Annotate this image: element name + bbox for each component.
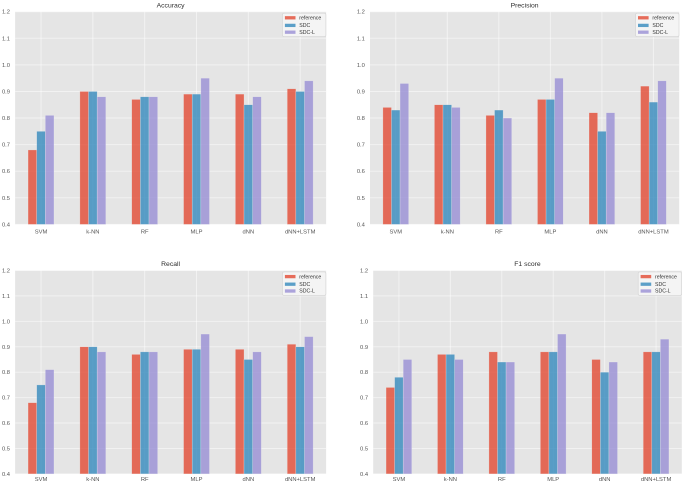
svg-text:dNN+LSTM: dNN+LSTM bbox=[285, 230, 316, 236]
svg-text:Precision: Precision bbox=[511, 2, 539, 9]
svg-text:1.0: 1.0 bbox=[357, 63, 365, 69]
svg-text:1.0: 1.0 bbox=[360, 319, 368, 325]
svg-text:0.6: 0.6 bbox=[2, 169, 10, 175]
svg-text:0.9: 0.9 bbox=[357, 89, 365, 95]
svg-text:SVM: SVM bbox=[393, 477, 406, 483]
svg-text:0.6: 0.6 bbox=[360, 421, 368, 427]
svg-text:k-NN: k-NN bbox=[441, 230, 454, 236]
svg-text:SVM: SVM bbox=[389, 230, 402, 236]
svg-text:SVM: SVM bbox=[35, 230, 48, 236]
svg-text:reference: reference bbox=[299, 16, 321, 22]
svg-text:0.4: 0.4 bbox=[357, 222, 366, 228]
svg-text:MLP: MLP bbox=[191, 230, 203, 236]
svg-text:0.6: 0.6 bbox=[357, 169, 365, 175]
svg-text:dNN+LSTM: dNN+LSTM bbox=[641, 477, 672, 483]
svg-text:0.9: 0.9 bbox=[360, 345, 368, 351]
svg-text:MLP: MLP bbox=[544, 230, 556, 236]
svg-text:0.8: 0.8 bbox=[2, 370, 10, 376]
svg-text:dNN: dNN bbox=[243, 230, 255, 236]
svg-text:RF: RF bbox=[141, 477, 149, 483]
svg-text:0.5: 0.5 bbox=[360, 446, 368, 452]
svg-text:1.1: 1.1 bbox=[357, 36, 365, 42]
svg-text:Recall: Recall bbox=[161, 261, 180, 268]
svg-text:SDC-L: SDC-L bbox=[655, 289, 671, 295]
svg-text:0.5: 0.5 bbox=[2, 196, 10, 202]
svg-text:0.9: 0.9 bbox=[2, 345, 10, 351]
svg-text:1.0: 1.0 bbox=[2, 319, 10, 325]
svg-text:dNN: dNN bbox=[243, 477, 255, 483]
svg-text:reference: reference bbox=[652, 16, 674, 22]
svg-text:0.6: 0.6 bbox=[2, 421, 10, 427]
svg-text:F1 score: F1 score bbox=[514, 261, 541, 268]
svg-text:1.1: 1.1 bbox=[2, 294, 10, 300]
svg-text:SVM: SVM bbox=[35, 477, 48, 483]
svg-text:reference: reference bbox=[655, 274, 677, 280]
svg-text:reference: reference bbox=[299, 274, 321, 280]
svg-text:0.4: 0.4 bbox=[360, 472, 369, 478]
svg-text:1.1: 1.1 bbox=[360, 294, 368, 300]
svg-text:0.8: 0.8 bbox=[357, 116, 365, 122]
svg-text:dNN+LSTM: dNN+LSTM bbox=[638, 230, 669, 236]
svg-text:MLP: MLP bbox=[547, 477, 559, 483]
svg-text:0.9: 0.9 bbox=[2, 89, 10, 95]
svg-text:MLP: MLP bbox=[191, 477, 203, 483]
svg-text:RF: RF bbox=[141, 230, 149, 236]
svg-text:1.2: 1.2 bbox=[357, 10, 365, 16]
svg-text:SDC-L: SDC-L bbox=[299, 289, 315, 295]
svg-text:SDC: SDC bbox=[299, 23, 310, 29]
svg-text:k-NN: k-NN bbox=[444, 477, 457, 483]
svg-text:1.1: 1.1 bbox=[2, 36, 10, 42]
svg-text:dNN: dNN bbox=[599, 477, 611, 483]
svg-text:0.7: 0.7 bbox=[360, 396, 368, 402]
svg-text:0.7: 0.7 bbox=[2, 396, 10, 402]
svg-text:1.0: 1.0 bbox=[2, 63, 10, 69]
svg-text:dNN+LSTM: dNN+LSTM bbox=[285, 477, 316, 483]
svg-text:0.5: 0.5 bbox=[2, 446, 10, 452]
svg-text:0.8: 0.8 bbox=[360, 370, 368, 376]
svg-text:1.2: 1.2 bbox=[360, 269, 368, 275]
svg-text:RF: RF bbox=[498, 477, 506, 483]
svg-text:0.5: 0.5 bbox=[357, 196, 365, 202]
svg-text:k-NN: k-NN bbox=[86, 230, 99, 236]
svg-text:RF: RF bbox=[495, 230, 503, 236]
svg-text:SDC-L: SDC-L bbox=[299, 30, 315, 36]
svg-text:k-NN: k-NN bbox=[86, 477, 99, 483]
svg-text:0.4: 0.4 bbox=[2, 472, 11, 478]
svg-text:SDC-L: SDC-L bbox=[652, 30, 668, 36]
svg-text:0.4: 0.4 bbox=[2, 222, 11, 228]
svg-text:SDC: SDC bbox=[652, 23, 663, 29]
svg-text:Accuracy: Accuracy bbox=[157, 2, 186, 9]
svg-text:1.2: 1.2 bbox=[2, 10, 10, 16]
svg-text:1.2: 1.2 bbox=[2, 269, 10, 275]
svg-text:dNN: dNN bbox=[596, 230, 608, 236]
svg-text:SDC: SDC bbox=[299, 282, 310, 288]
svg-text:SDC: SDC bbox=[655, 282, 666, 288]
svg-text:0.7: 0.7 bbox=[357, 143, 365, 149]
svg-text:0.7: 0.7 bbox=[2, 143, 10, 149]
svg-text:0.8: 0.8 bbox=[2, 116, 10, 122]
